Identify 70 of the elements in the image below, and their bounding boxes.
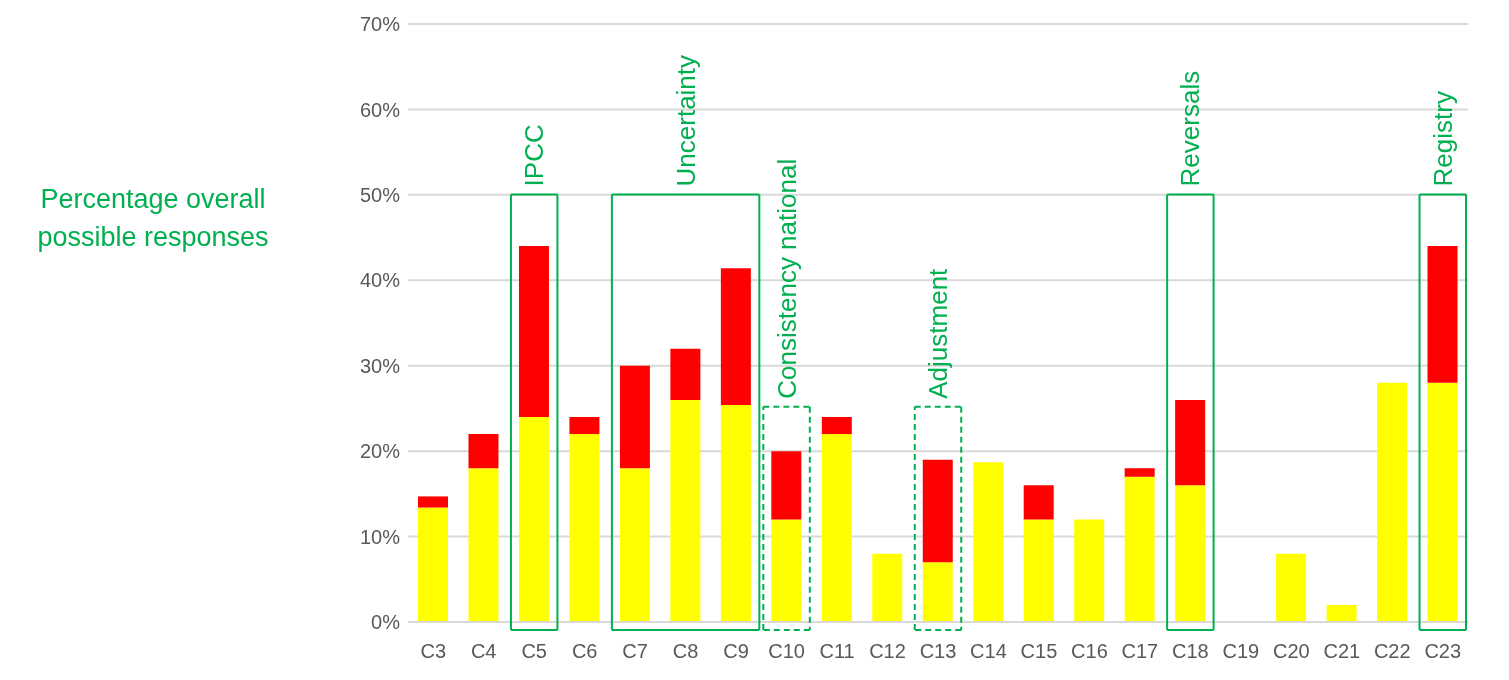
x-tick-label: C3 xyxy=(420,640,447,663)
annotation: Consistency national xyxy=(771,158,802,399)
x-tick-label: C21 xyxy=(1323,640,1361,663)
bar xyxy=(1427,246,1458,383)
x-tick-label: C8 xyxy=(672,640,699,663)
bar xyxy=(619,365,650,469)
bar xyxy=(821,416,852,435)
x-tick-label: C10 xyxy=(768,640,805,663)
bar xyxy=(1326,604,1357,622)
x-tick-label: C16 xyxy=(1071,640,1108,663)
bar xyxy=(720,405,751,622)
bar xyxy=(1175,399,1206,486)
bar xyxy=(1074,519,1105,622)
x-tick-label: C4 xyxy=(470,640,497,663)
bar xyxy=(468,434,499,469)
x-tick-label: C18 xyxy=(1172,640,1209,663)
bar xyxy=(518,246,549,417)
annotation: Adjustment xyxy=(923,267,953,399)
bar xyxy=(518,416,549,622)
bar xyxy=(468,468,499,622)
bar xyxy=(720,268,751,406)
y-tick-label: 60% xyxy=(359,98,401,121)
bar xyxy=(922,562,953,622)
bar xyxy=(1124,476,1155,622)
bar xyxy=(1023,519,1054,622)
y-tick-label: 30% xyxy=(359,354,401,377)
y-tick-label: 40% xyxy=(359,269,401,292)
x-tick-label: C22 xyxy=(1373,640,1411,663)
x-tick-label: C12 xyxy=(869,640,906,663)
bar xyxy=(771,519,802,622)
bar xyxy=(1276,553,1307,622)
annotation: Uncertainty xyxy=(670,54,701,187)
bar xyxy=(418,507,448,622)
bar xyxy=(1124,468,1155,477)
x-tick-label: C7 xyxy=(622,640,648,663)
y-tick-label: 50% xyxy=(359,183,401,206)
bar xyxy=(670,348,701,400)
bar xyxy=(973,462,1004,622)
x-tick-label: C11 xyxy=(819,640,855,663)
bar xyxy=(418,496,448,508)
x-tick-label: C23 xyxy=(1424,640,1462,663)
x-tick-label: C13 xyxy=(919,640,957,663)
bar xyxy=(619,468,650,622)
y-tick-label: 70% xyxy=(359,13,401,36)
bar xyxy=(771,451,802,520)
bar xyxy=(922,459,953,563)
y-tick-label: 0% xyxy=(371,611,401,634)
x-tick-label: C5 xyxy=(521,640,547,663)
bar xyxy=(872,553,903,622)
y-tick-label: 20% xyxy=(359,440,401,463)
bar xyxy=(1175,485,1206,622)
bar xyxy=(821,434,852,622)
bar xyxy=(569,434,600,622)
x-tick-label: C14 xyxy=(970,640,1007,663)
annotation: IPCC xyxy=(519,124,550,187)
x-tick-label: C9 xyxy=(723,640,749,663)
bar xyxy=(1023,485,1054,520)
x-tick-label: C15 xyxy=(1020,640,1058,663)
bar xyxy=(569,416,600,435)
annotation: Registry xyxy=(1427,91,1458,187)
x-tick-label: C20 xyxy=(1272,640,1310,663)
x-tick-label: C6 xyxy=(571,640,598,663)
annotation: Reversals xyxy=(1175,70,1206,187)
y-tick-label: 10% xyxy=(359,525,401,548)
bar xyxy=(670,399,701,622)
x-tick-label: C19 xyxy=(1222,640,1260,663)
bar xyxy=(1377,382,1408,622)
y-axis-title: Percentage overall possible responses xyxy=(36,183,270,254)
x-tick-label: C17 xyxy=(1121,640,1159,663)
bar xyxy=(1427,382,1458,622)
